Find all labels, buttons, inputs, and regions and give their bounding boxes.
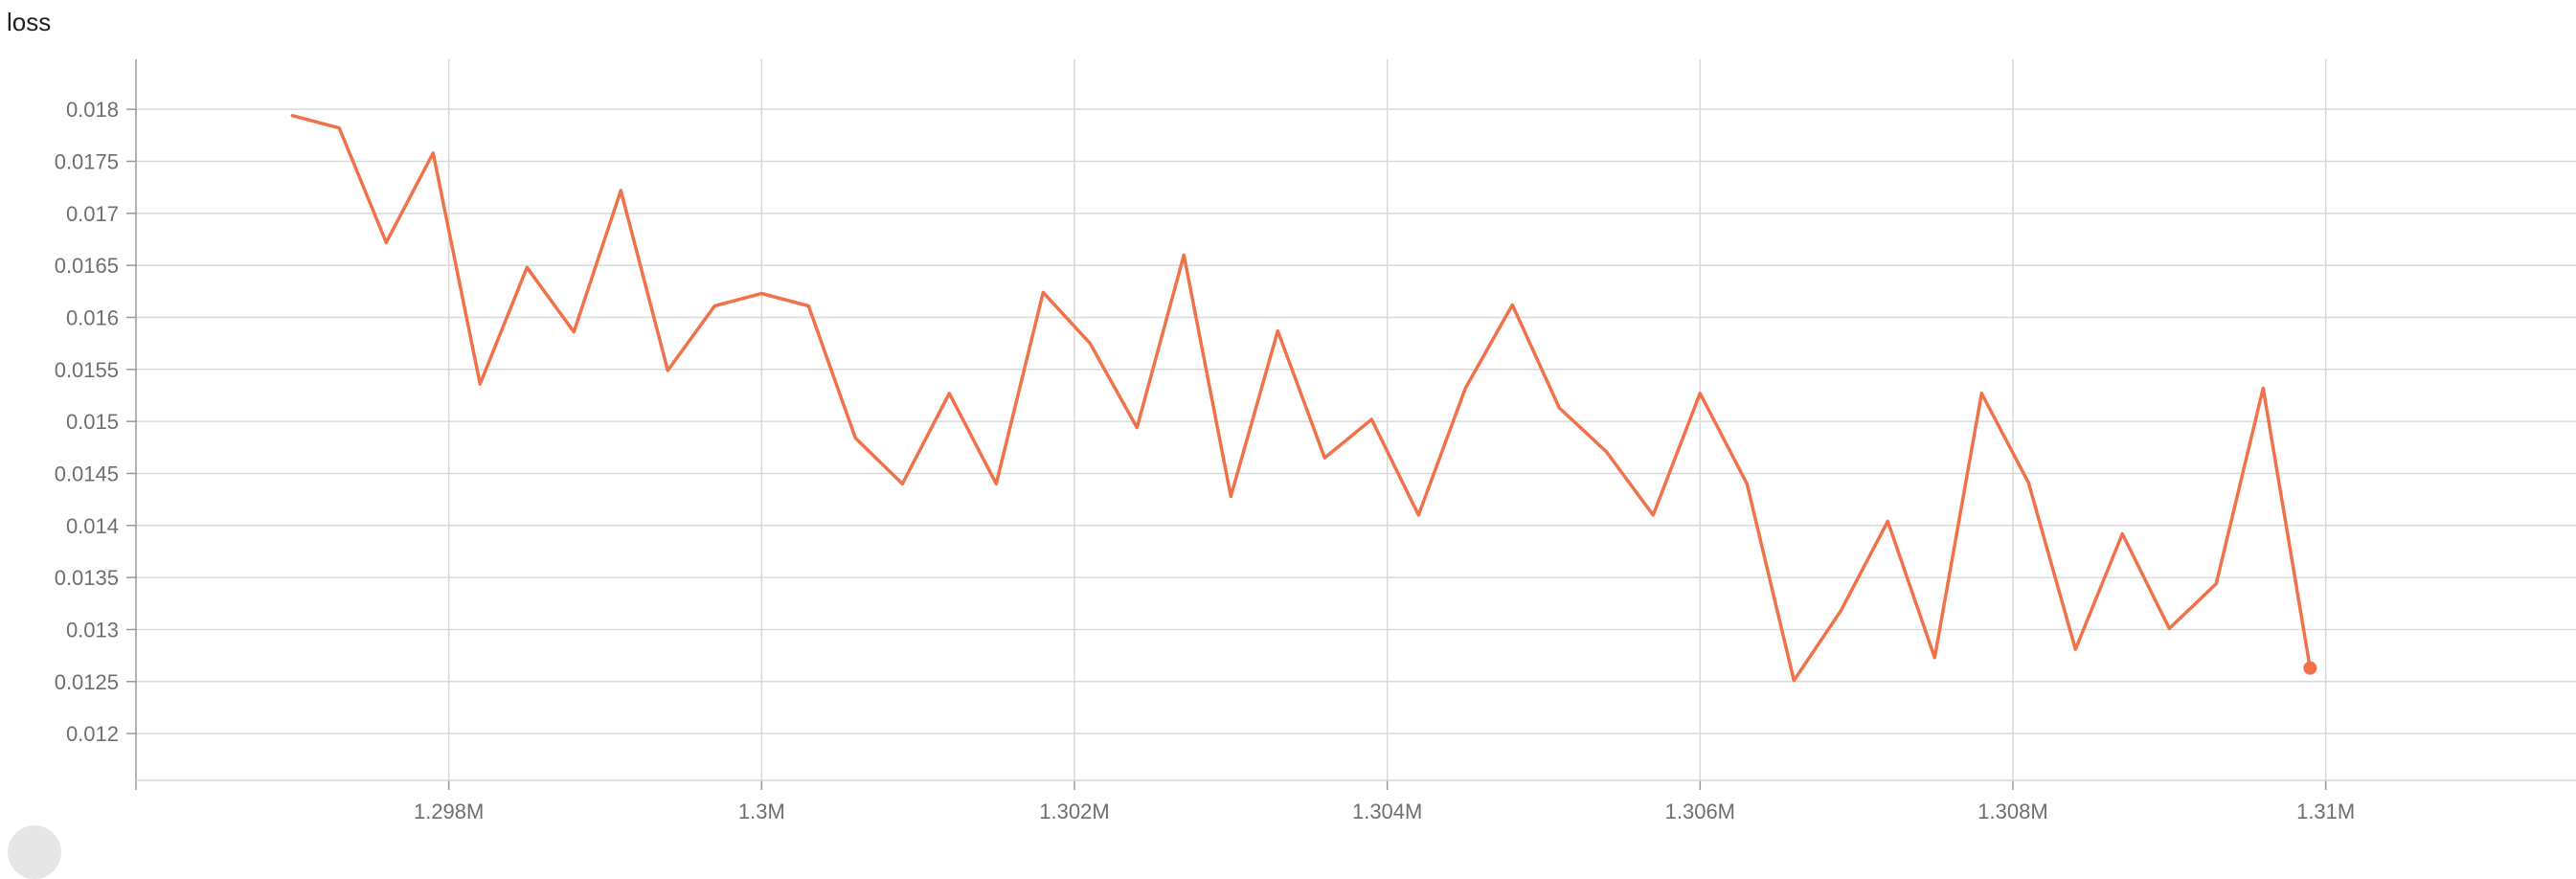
y-tick-label: 0.016 (66, 305, 119, 329)
y-tick-label: 0.013 (66, 618, 119, 642)
y-tick-label: 0.0145 (55, 462, 119, 485)
last-point-marker (2303, 661, 2317, 675)
y-tick-label: 0.014 (66, 514, 119, 538)
y-tick-label: 0.0125 (55, 670, 119, 694)
y-tick-label: 0.012 (66, 722, 119, 746)
grid-layer (136, 59, 2576, 780)
y-tick-label: 0.0135 (55, 566, 119, 590)
series-layer (290, 113, 2317, 683)
tick-labels: 0.012 0.0125 0.013 0.0135 0.014 0.0145 0.015 0.… (55, 98, 2356, 823)
axis-layer (126, 59, 2576, 790)
y-tick-label: 0.015 (66, 410, 119, 434)
y-tick-label: 0.0175 (55, 149, 119, 173)
x-tick-label: 1.31M (2296, 800, 2355, 823)
x-tick-label: 1.302M (1039, 800, 1109, 823)
expand-button[interactable] (8, 825, 61, 879)
loss-series-line (290, 113, 2313, 683)
y-tick-label: 0.017 (66, 202, 119, 226)
loss-chart: 0.012 0.0125 0.013 0.0135 0.014 0.0145 0.015 0.… (55, 59, 2576, 823)
x-tick-label: 1.298M (414, 800, 484, 823)
x-tick-label: 1.304M (1352, 800, 1422, 823)
y-tick-label: 0.0165 (55, 254, 119, 278)
y-tick-label: 0.018 (66, 98, 119, 122)
chart-title: loss (7, 8, 52, 36)
x-tick-label: 1.306M (1665, 800, 1735, 823)
y-tick-label: 0.0155 (55, 358, 119, 382)
x-tick-label: 1.308M (1977, 800, 2047, 823)
x-tick-label: 1.3M (738, 800, 785, 823)
